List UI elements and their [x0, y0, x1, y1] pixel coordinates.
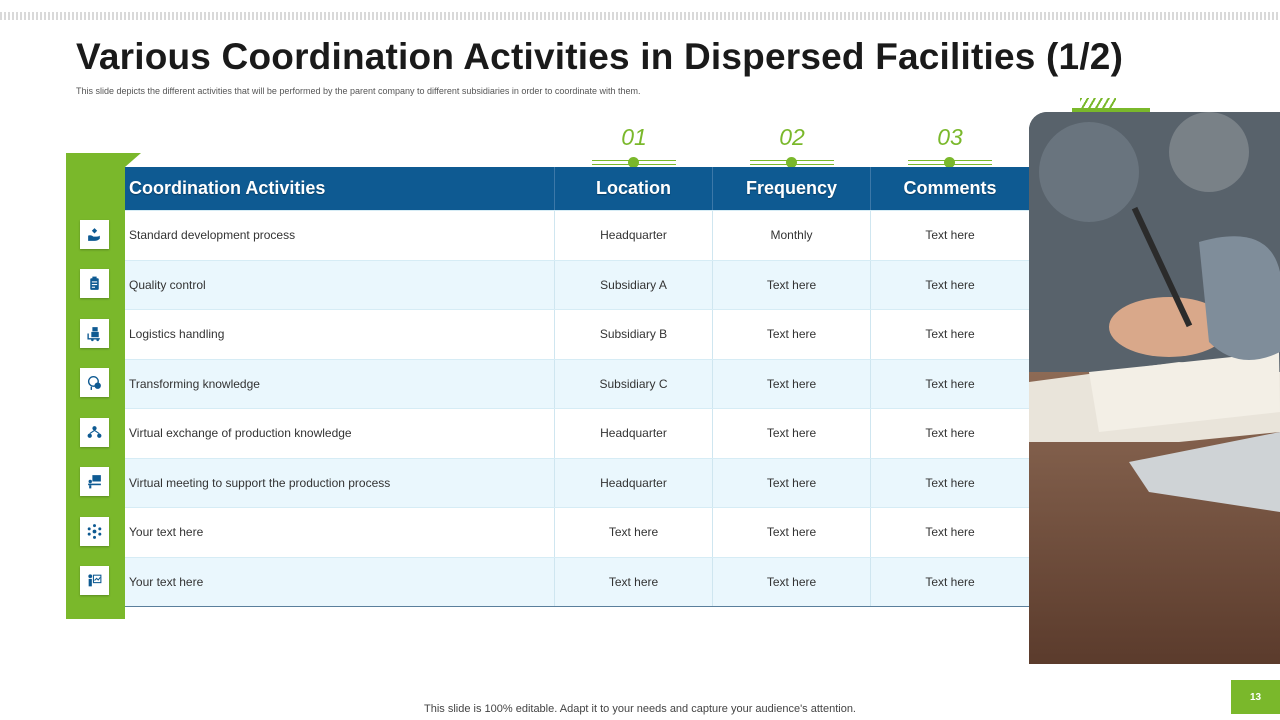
location-cell: Subsidiary B [555, 310, 713, 359]
top-decorative-stripe [0, 12, 1280, 20]
coordination-table: Coordination Activities Location Frequen… [125, 167, 1029, 607]
slide-title: Various Coordination Activities in Dispe… [76, 36, 1124, 77]
photo-accent-hatch [1080, 98, 1116, 108]
header-comments: Comments [903, 178, 997, 198]
location-cell: Headquarter [555, 409, 713, 458]
header-activities: Coordination Activities [125, 167, 555, 210]
table-row: Virtual meeting to support the productio… [125, 457, 1029, 507]
comments-cell: Text here [925, 376, 975, 391]
frequency-cell: Text here [713, 359, 871, 408]
marker-number: 01 [621, 124, 647, 150]
location-cell: Subsidiary A [555, 260, 713, 309]
header-frequency: Frequency [713, 167, 871, 210]
column-marker-frequency: 02 [713, 122, 871, 168]
table-row: Transforming knowledge Subsidiary C Text… [125, 358, 1029, 408]
location-cell: Text here [555, 508, 713, 557]
marker-connector [555, 155, 713, 168]
marker-connector [871, 155, 1029, 168]
frequency-cell: Text here [713, 260, 871, 309]
location-cell: Headquarter [555, 211, 713, 260]
writing-notebook-photo [1029, 112, 1280, 664]
boxes-cart-icon [80, 319, 109, 348]
comments-cell: Text here [925, 475, 975, 490]
activity-cell: Virtual exchange of production knowledge [125, 409, 555, 458]
comments-cell: Text here [925, 525, 975, 540]
hand-care-icon [80, 220, 109, 249]
activity-cell: Standard development process [125, 211, 555, 260]
clipboard-icon [80, 269, 109, 298]
slide-subtitle: This slide depicts the different activit… [76, 86, 641, 96]
head-knowledge-icon [80, 368, 109, 397]
marker-connector [713, 155, 871, 168]
comments-cell: Text here [925, 327, 975, 342]
activity-cell: Transforming knowledge [125, 359, 555, 408]
comments-cell: Text here [925, 574, 975, 589]
comments-cell: Text here [925, 277, 975, 292]
column-marker-location: 01 [555, 122, 713, 168]
frequency-cell: Text here [713, 458, 871, 507]
page-number-badge: 13 [1231, 680, 1280, 714]
presenter-chart-icon [80, 566, 109, 595]
table-row: Quality control Subsidiary A Text here T… [125, 259, 1029, 309]
activity-cell: Quality control [125, 260, 555, 309]
table-header-row: Coordination Activities Location Frequen… [125, 167, 1029, 210]
hub-nodes-icon [80, 517, 109, 546]
frequency-cell: Text here [713, 557, 871, 606]
band-fold [125, 153, 141, 167]
location-cell: Headquarter [555, 458, 713, 507]
table-row: Your text here Text here Text here Text … [125, 556, 1029, 606]
frequency-cell: Monthly [713, 211, 871, 260]
frequency-cell: Text here [713, 508, 871, 557]
header-location: Location [555, 167, 713, 210]
location-cell: Subsidiary C [555, 359, 713, 408]
network-people-icon [80, 418, 109, 447]
marker-number: 03 [937, 124, 963, 150]
comments-cell: Text here [925, 426, 975, 441]
comments-cell: Text here [925, 228, 975, 243]
marker-number: 02 [779, 124, 805, 150]
activity-cell: Your text here [125, 508, 555, 557]
video-meeting-icon [80, 467, 109, 496]
table-row: Virtual exchange of production knowledge… [125, 408, 1029, 458]
table-row: Your text here Text here Text here Text … [125, 507, 1029, 557]
column-marker-comments: 03 [871, 122, 1029, 168]
activity-cell: Your text here [125, 557, 555, 606]
frequency-cell: Text here [713, 310, 871, 359]
table-row: Standard development process Headquarter… [125, 210, 1029, 260]
activity-cell: Virtual meeting to support the productio… [125, 458, 555, 507]
footer-note: This slide is 100% editable. Adapt it to… [424, 703, 856, 715]
activity-cell: Logistics handling [125, 310, 555, 359]
location-cell: Text here [555, 557, 713, 606]
table-row: Logistics handling Subsidiary B Text her… [125, 309, 1029, 359]
frequency-cell: Text here [713, 409, 871, 458]
